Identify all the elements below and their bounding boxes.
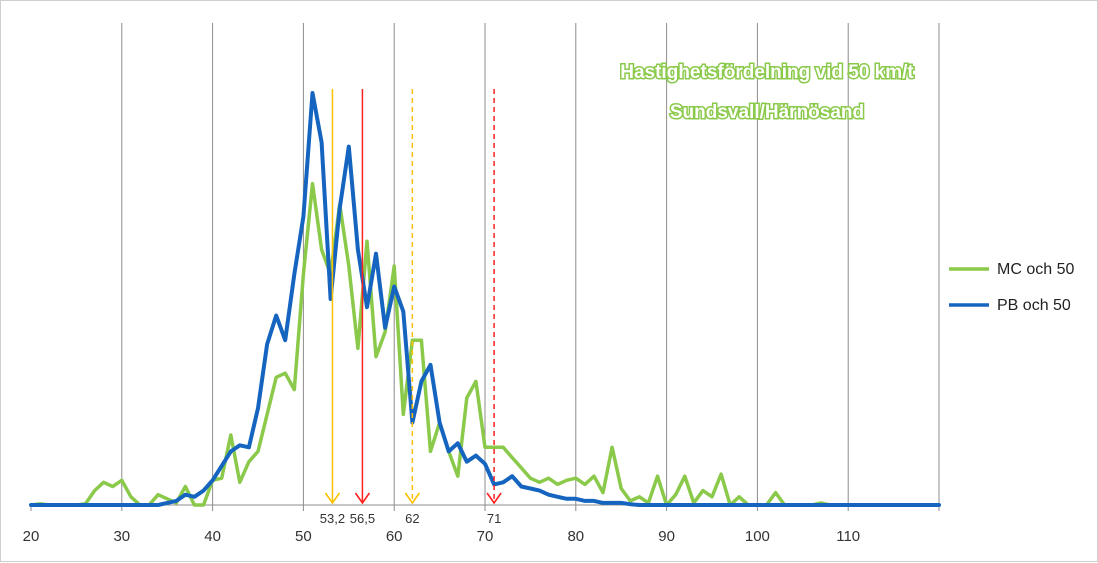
marker-label: 71	[487, 511, 501, 526]
legend: MC och 50 PB och 50	[949, 261, 1074, 314]
x-tick-label: 110	[836, 528, 860, 545]
x-tick-label: 70	[477, 528, 494, 545]
x-tick-label: 20	[23, 528, 40, 545]
chart-title-block: Hastighetsfördelning vid 50 km/t Sundsva…	[619, 61, 916, 125]
chart-title: Hastighetsfördelning vid 50 km/t	[620, 62, 914, 83]
marker-label: 62	[405, 511, 419, 526]
grid-lines	[121, 23, 940, 505]
legend-label: MC och 50	[997, 261, 1074, 278]
marker-arrows: 53,2 56,5 62 71	[320, 89, 502, 526]
x-tick-label: 90	[658, 528, 675, 545]
marker-label: 56,5	[350, 511, 375, 526]
x-axis: 20 30 40 50 60 70 80 90 100 110	[23, 504, 940, 545]
marker-arrowhead	[324, 492, 341, 505]
x-tick-label: 50	[295, 528, 312, 545]
marker-arrowhead	[404, 492, 421, 505]
x-tick-label: 60	[386, 528, 403, 545]
x-tick-label: 100	[745, 528, 770, 545]
marker-arrowhead	[354, 492, 371, 505]
x-tick-label: 40	[204, 528, 221, 545]
legend-label: PB och 50	[997, 297, 1071, 314]
series-lines	[29, 91, 941, 507]
series-line-pb-och-50	[29, 91, 941, 507]
x-tick-label: 80	[567, 528, 584, 545]
marker-label: 53,2	[320, 511, 345, 526]
chart-subtitle: Sundsvall/Härnösand	[670, 102, 864, 123]
marker-arrowhead	[486, 492, 502, 505]
x-tick-label: 30	[113, 528, 130, 545]
